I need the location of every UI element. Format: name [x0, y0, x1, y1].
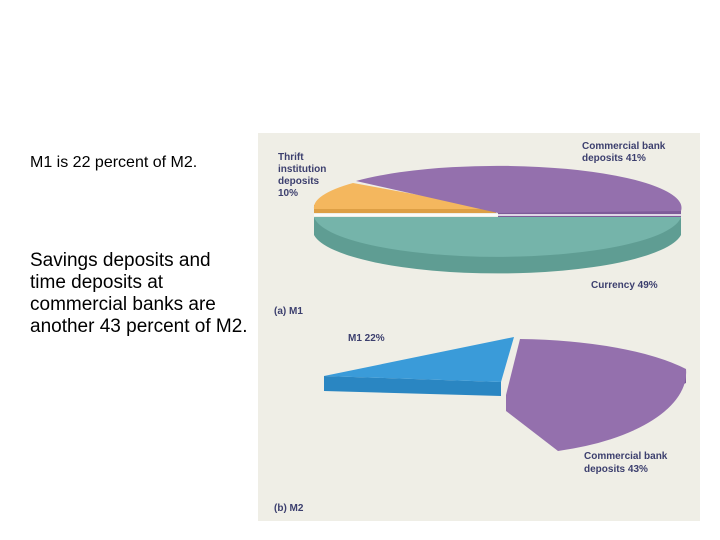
pie-charts-svg: Thrift institution deposits 10% Commerci…	[274, 141, 687, 514]
m2-m1-label: M1 22%	[348, 333, 385, 344]
m1-thrift-label-1: Thrift	[278, 152, 304, 163]
m1-chart-title: (a) M1	[274, 306, 303, 317]
m1-thrift-label-2: institution	[278, 164, 326, 175]
note-savings-time-deposits: Savings deposits and time deposits at co…	[30, 250, 248, 337]
m1-thrift-slice	[313, 183, 496, 209]
m1-currency-side	[314, 217, 681, 274]
m2-pie	[324, 337, 687, 451]
m2-commercial-label-1: Commercial bank	[584, 451, 668, 462]
m1-thrift-label-4: 10%	[278, 188, 298, 199]
m1-currency-slice	[314, 217, 681, 257]
money-supply-figure: Thrift institution deposits 10% Commerci…	[258, 133, 700, 521]
note-m1-share: M1 is 22 percent of M2.	[30, 154, 198, 171]
m1-pie	[313, 165, 682, 274]
m1-commercial-label-1: Commercial bank	[582, 141, 666, 152]
m2-m1-slice	[324, 337, 514, 382]
m2-commercial-slice	[506, 339, 687, 451]
m1-currency-label: Currency 49%	[591, 280, 658, 291]
m1-commercial-label-2: deposits 41%	[582, 153, 646, 164]
m2-chart-title: (b) M2	[274, 503, 304, 514]
m2-m1-side	[324, 376, 501, 396]
m1-thrift-label-3: deposits	[278, 176, 320, 187]
m1-commercial-slice	[356, 165, 682, 213]
m2-commercial-label-2: deposits 43%	[584, 464, 648, 475]
